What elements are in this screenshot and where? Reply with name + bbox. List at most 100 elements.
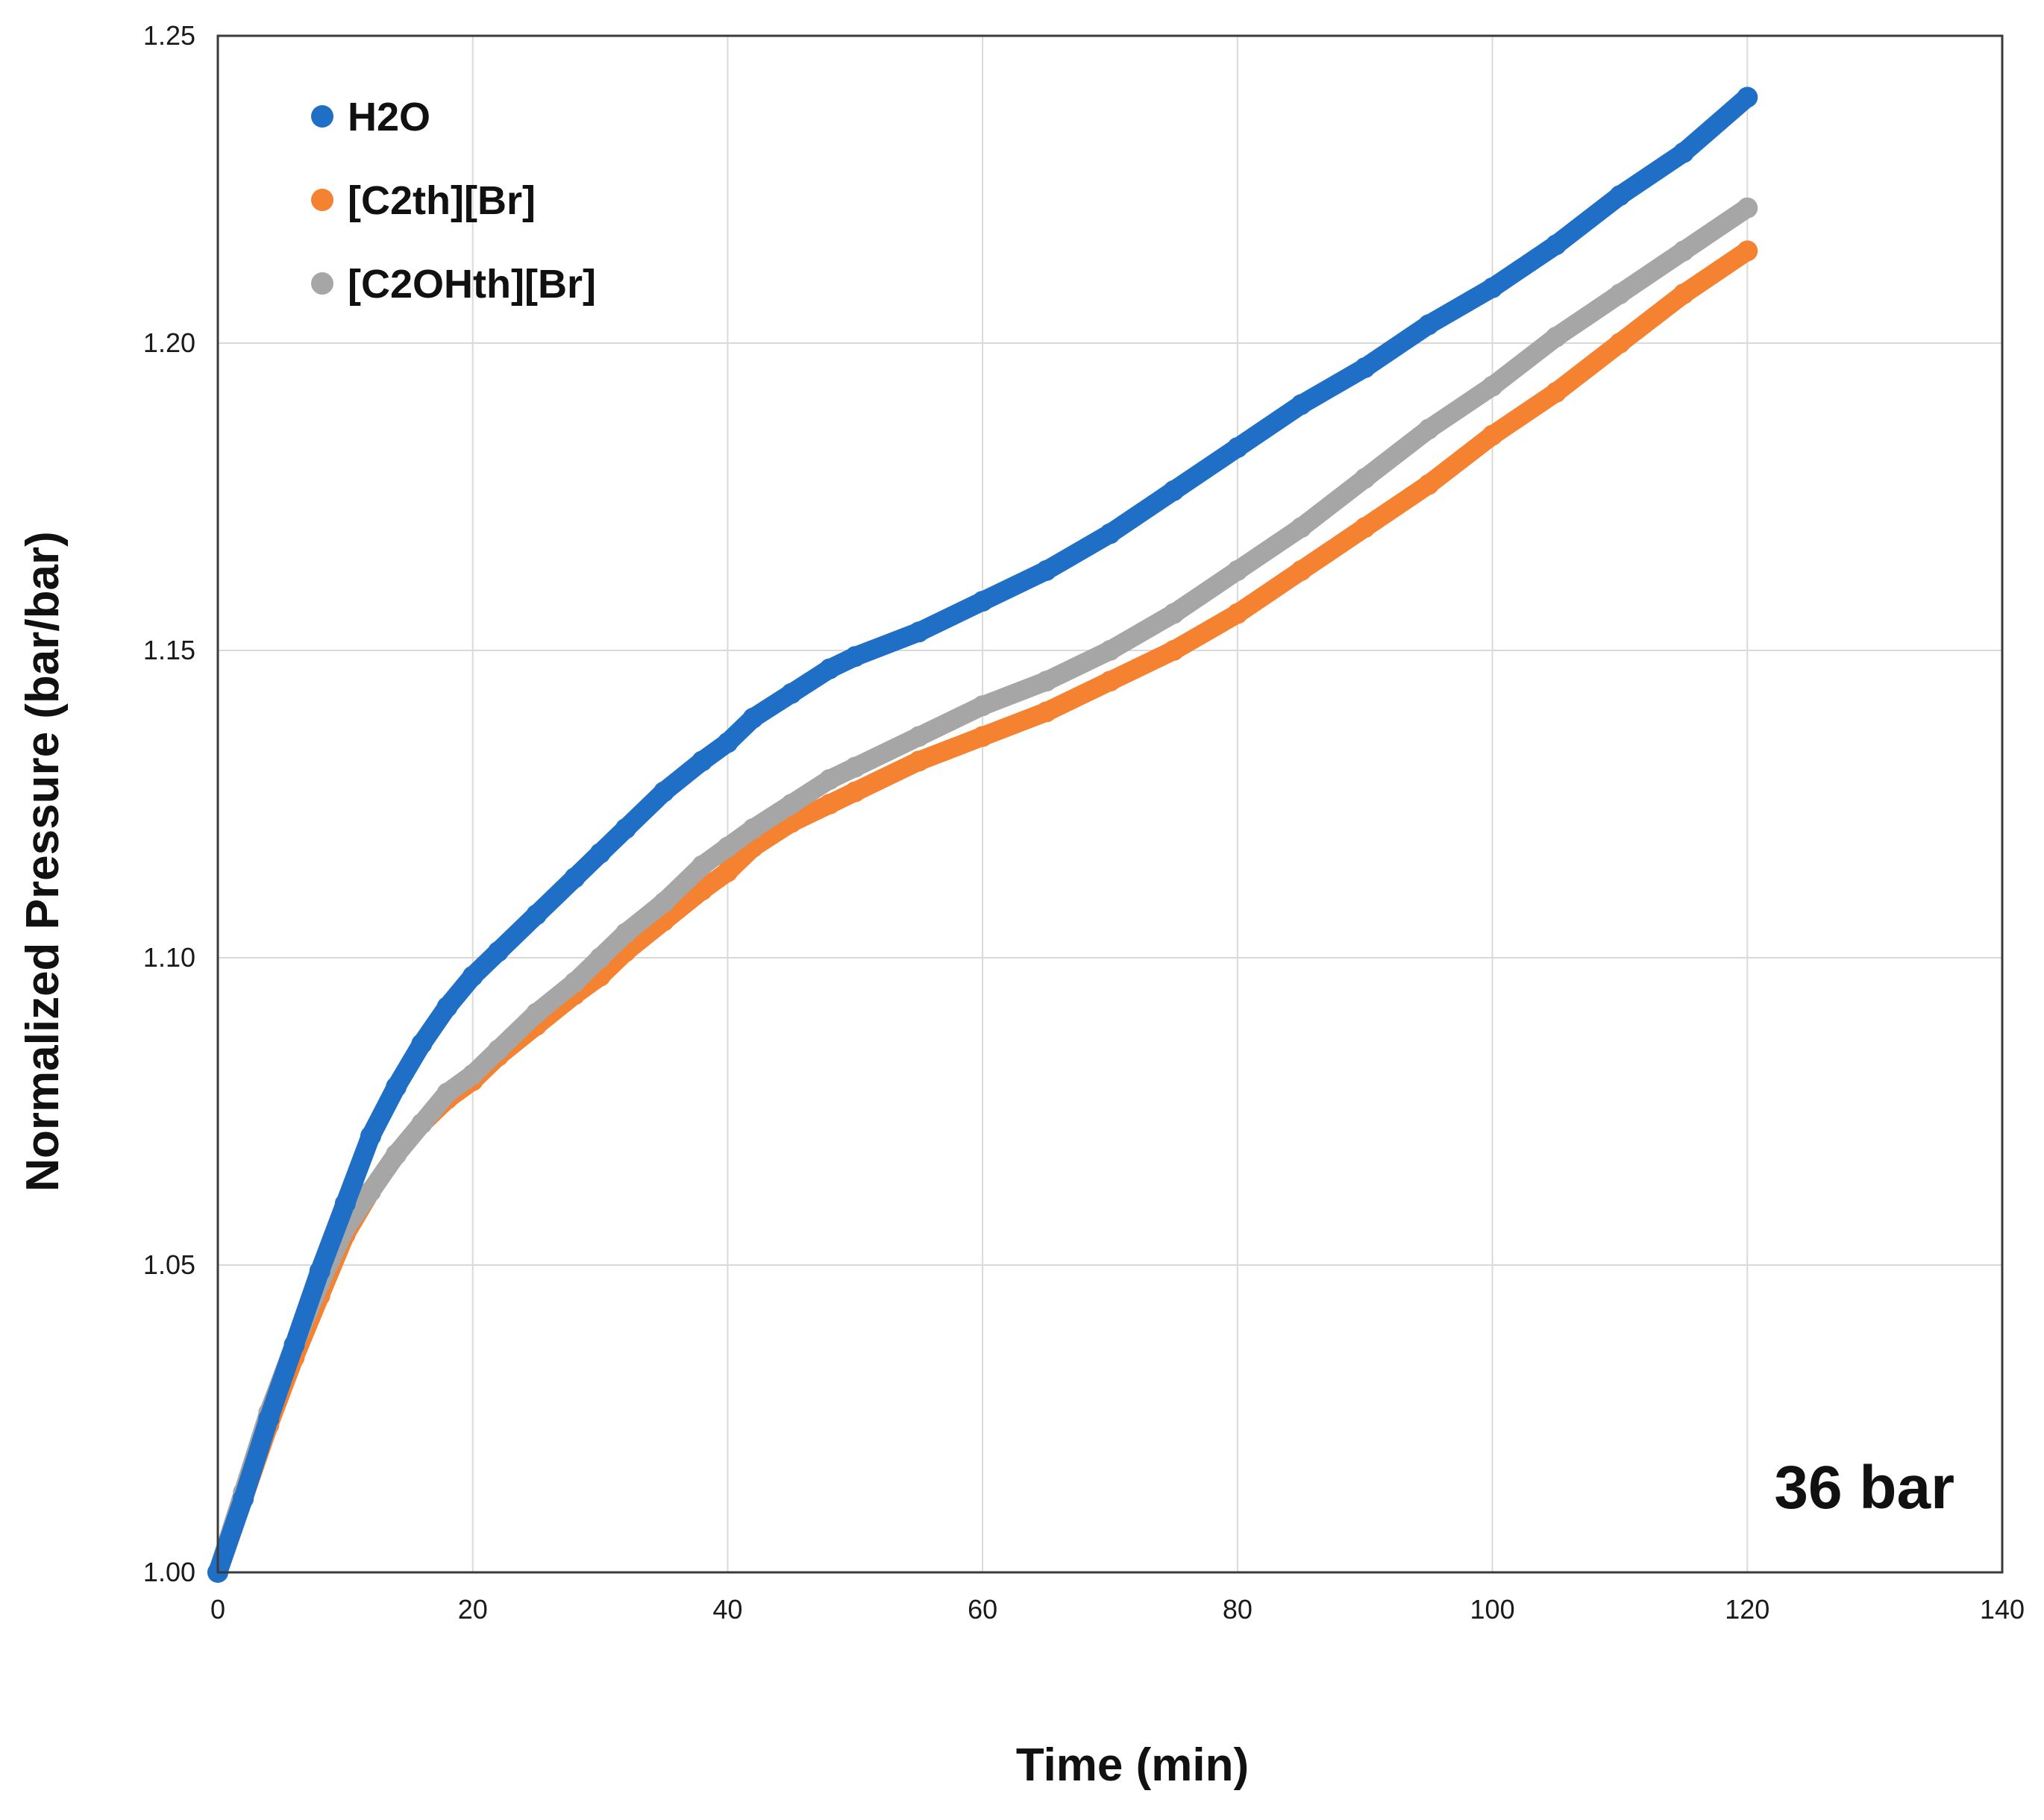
data-point — [1482, 375, 1503, 397]
data-point — [386, 1143, 407, 1165]
data-point — [1546, 381, 1567, 403]
data-point — [411, 1033, 433, 1055]
x-tick-label: 40 — [712, 1594, 742, 1625]
data-point — [1226, 559, 1248, 581]
data-point — [1418, 314, 1440, 336]
data-point — [1163, 480, 1185, 501]
data-point — [1737, 197, 1758, 219]
data-point — [1482, 277, 1503, 298]
data-point — [1418, 418, 1440, 440]
data-point — [1354, 468, 1376, 489]
data-point — [780, 682, 802, 704]
data-point — [1163, 603, 1185, 624]
x-axis-ticks: 0 20 40 60 80 100 120 140 — [210, 1594, 2025, 1625]
x-tick-label: 0 — [210, 1594, 225, 1625]
data-point — [564, 971, 586, 993]
data-point — [1672, 142, 1694, 163]
data-point — [908, 726, 929, 747]
data-point — [1100, 671, 1120, 692]
data-point — [1291, 394, 1312, 415]
data-point — [589, 947, 611, 968]
data-point — [1035, 671, 1057, 692]
data-point — [334, 1193, 356, 1214]
data-point — [1354, 357, 1376, 378]
series-0 — [207, 87, 1758, 1583]
data-point — [1482, 424, 1503, 446]
data-point — [1354, 517, 1376, 539]
data-point — [819, 658, 841, 680]
data-point — [844, 646, 866, 668]
data-point — [692, 879, 713, 901]
x-tick-label: 20 — [458, 1594, 488, 1625]
data-series — [207, 87, 1758, 1583]
legend-marker — [311, 272, 333, 295]
data-point — [1035, 559, 1057, 581]
y-axis-title: Normalized Pressure (bar/bar) — [17, 531, 69, 1192]
data-point — [436, 1082, 458, 1104]
data-point — [780, 794, 802, 815]
data-point — [1609, 185, 1631, 207]
data-point — [1737, 240, 1758, 262]
data-point — [819, 794, 841, 815]
x-tick-label: 120 — [1725, 1594, 1769, 1625]
data-point — [487, 1039, 509, 1061]
data-point — [1418, 474, 1440, 495]
legend-label: H2O — [348, 95, 430, 139]
data-point — [1100, 523, 1120, 545]
data-point — [526, 1002, 548, 1024]
data-point — [360, 1125, 382, 1146]
data-point — [1546, 234, 1567, 256]
data-point — [564, 867, 586, 888]
data-point — [1035, 701, 1057, 723]
x-tick-label: 60 — [968, 1594, 997, 1625]
data-point — [309, 1261, 330, 1282]
data-point — [653, 781, 674, 803]
data-point — [615, 923, 636, 944]
data-point — [692, 855, 713, 876]
data-point — [1291, 559, 1312, 581]
y-tick-label: 1.25 — [143, 20, 195, 51]
data-point — [844, 781, 866, 803]
data-point — [258, 1408, 280, 1429]
data-point — [742, 818, 764, 839]
data-point — [819, 769, 841, 791]
data-point — [1163, 640, 1185, 661]
x-tick-label: 100 — [1470, 1594, 1515, 1625]
data-point — [411, 1113, 433, 1135]
x-tick-label: 140 — [1980, 1594, 2025, 1625]
data-point — [653, 891, 674, 913]
y-tick-label: 1.20 — [143, 327, 195, 358]
data-point — [1672, 283, 1694, 305]
y-tick-label: 1.00 — [143, 1557, 195, 1587]
y-tick-label: 1.05 — [143, 1249, 195, 1280]
data-point — [972, 591, 994, 612]
data-point — [436, 996, 458, 1017]
data-point — [908, 750, 929, 772]
legend-marker — [311, 105, 333, 128]
data-point — [1609, 283, 1631, 305]
y-axis-ticks: 1.00 1.05 1.10 1.15 1.20 1.25 — [143, 20, 195, 1587]
data-point — [615, 818, 636, 839]
data-point — [462, 965, 483, 987]
legend-label: [C2th][Br] — [348, 178, 536, 223]
data-point — [360, 1181, 382, 1202]
data-point — [1672, 240, 1694, 262]
data-point — [742, 707, 764, 729]
data-point — [526, 904, 548, 926]
data-point — [1737, 87, 1758, 108]
data-point — [908, 621, 929, 643]
data-point — [1609, 333, 1631, 354]
data-point — [1100, 640, 1120, 661]
data-point — [717, 836, 739, 858]
data-point — [692, 750, 713, 772]
plot-area-frame — [216, 34, 2004, 1574]
data-point — [589, 842, 611, 864]
data-point — [1226, 437, 1248, 459]
x-axis-title: Time (min) — [1016, 1739, 1249, 1791]
data-point — [386, 1076, 407, 1098]
data-point — [462, 1064, 483, 1085]
data-point — [717, 732, 739, 753]
data-point — [283, 1334, 305, 1356]
